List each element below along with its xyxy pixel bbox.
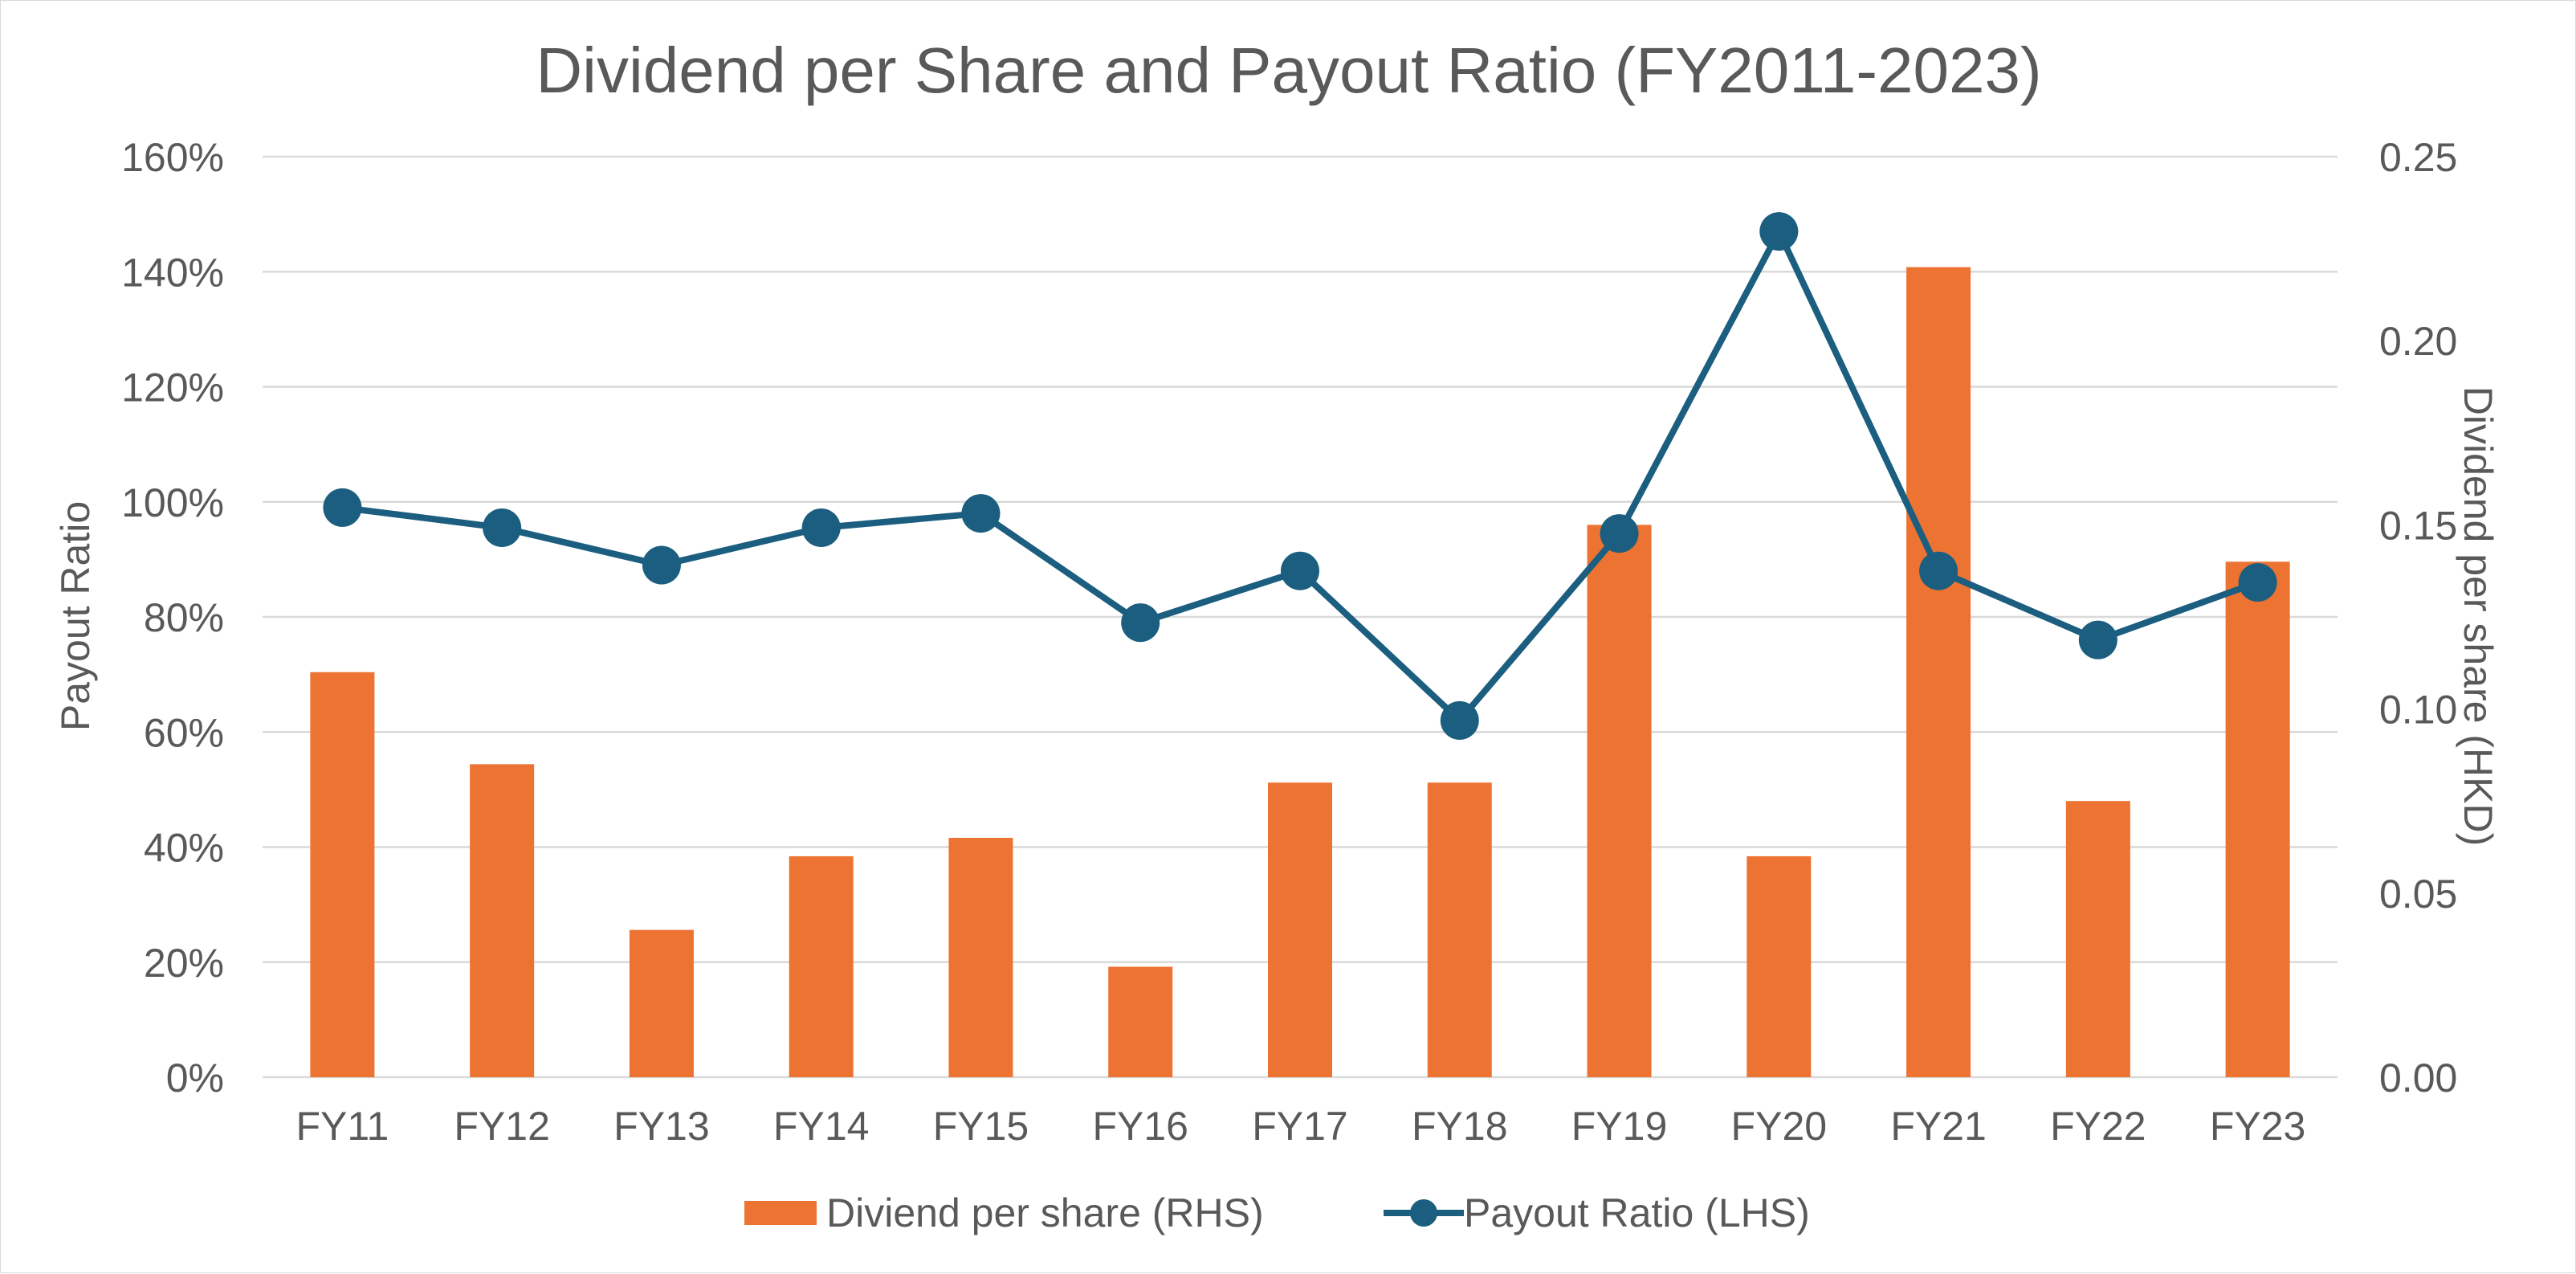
bar-fy22 <box>2065 801 2130 1077</box>
x-tick-label: FY12 <box>454 1104 550 1149</box>
legend-label-dividend: Diviend per share (RHS) <box>826 1190 1264 1235</box>
bar-fy19 <box>1587 525 1652 1077</box>
legend: Diviend per share (RHS) Payout Ratio (LH… <box>744 1190 1810 1235</box>
x-tick-label: FY17 <box>1252 1104 1348 1149</box>
left-tick-label: 40% <box>144 826 224 871</box>
line-series <box>323 212 2277 740</box>
left-tick-label: 80% <box>144 595 224 640</box>
payout-point-fy12 <box>483 508 522 547</box>
left-tick-label: 60% <box>144 710 224 755</box>
x-tick-label: FY15 <box>933 1104 1029 1149</box>
x-tick-label: FY11 <box>296 1104 389 1149</box>
left-axis-ticks: 0% 20% 40% 60% 80% 100% 120% 140% 160% <box>121 135 224 1100</box>
bar-series <box>310 267 2290 1077</box>
right-axis-title: Dividend per share (HKD) <box>2456 386 2501 846</box>
x-tick-label: FY18 <box>1412 1104 1508 1149</box>
x-tick-label: FY23 <box>2210 1104 2306 1149</box>
bar-fy12 <box>470 764 535 1077</box>
bar-fy17 <box>1268 782 1332 1077</box>
right-tick-label: 0.05 <box>2379 872 2457 917</box>
left-tick-label: 140% <box>121 250 224 295</box>
legend-swatch-dividend <box>744 1201 817 1225</box>
left-tick-label: 120% <box>121 365 224 410</box>
bar-fy16 <box>1108 966 1173 1077</box>
right-tick-label: 0.10 <box>2379 688 2457 733</box>
bar-fy13 <box>629 929 694 1077</box>
payout-point-fy17 <box>1281 551 1319 590</box>
x-axis-ticks: FY11 FY12 FY13 FY14 FY15 FY16 FY17 FY18 FY19 FY20… <box>296 1104 2305 1149</box>
right-axis-ticks: 0.00 0.05 0.10 0.15 0.20 0.25 <box>2379 135 2457 1100</box>
x-tick-label: FY16 <box>1092 1104 1188 1149</box>
payout-point-fy14 <box>801 508 841 547</box>
right-tick-label: 0.00 <box>2379 1056 2457 1100</box>
payout-point-fy13 <box>642 545 681 585</box>
chart-title: Dividend per Share and Payout Ratio (FY2… <box>536 35 2041 106</box>
payout-point-fy20 <box>1759 212 1799 251</box>
payout-point-fy19 <box>1600 514 1639 553</box>
x-tick-label: FY21 <box>1890 1104 1987 1149</box>
payout-point-fy15 <box>961 494 1001 533</box>
left-tick-label: 0% <box>166 1056 224 1100</box>
bar-fy15 <box>948 838 1013 1077</box>
payout-point-fy16 <box>1121 603 1160 643</box>
payout-point-fy23 <box>2238 563 2277 602</box>
payout-point-fy21 <box>1919 551 1958 590</box>
legend-label-payout: Payout Ratio (LHS) <box>1464 1190 1810 1235</box>
bar-fy21 <box>1906 267 1971 1077</box>
left-axis-title: Payout Ratio <box>53 501 98 731</box>
bar-fy23 <box>2225 561 2290 1077</box>
payout-point-fy18 <box>1440 700 1479 740</box>
legend-swatch-payout-marker <box>1410 1199 1437 1227</box>
payout-point-fy22 <box>2078 620 2117 659</box>
left-tick-label: 100% <box>121 480 224 525</box>
left-tick-label: 160% <box>121 135 224 180</box>
x-tick-label: FY20 <box>1731 1104 1828 1149</box>
left-tick-label: 20% <box>144 941 224 986</box>
bar-fy14 <box>789 855 854 1077</box>
right-tick-label: 0.25 <box>2379 135 2457 180</box>
bar-fy20 <box>1747 855 1812 1077</box>
right-tick-label: 0.20 <box>2379 319 2457 364</box>
gridlines <box>263 155 2338 1079</box>
x-tick-label: FY14 <box>773 1104 870 1149</box>
right-tick-label: 0.15 <box>2379 503 2457 548</box>
x-tick-label: FY22 <box>2050 1104 2146 1149</box>
bar-fy18 <box>1427 782 1492 1077</box>
bar-fy11 <box>310 672 375 1077</box>
payout-point-fy11 <box>323 488 362 527</box>
x-tick-label: FY13 <box>613 1104 710 1149</box>
x-tick-label: FY19 <box>1571 1104 1668 1149</box>
